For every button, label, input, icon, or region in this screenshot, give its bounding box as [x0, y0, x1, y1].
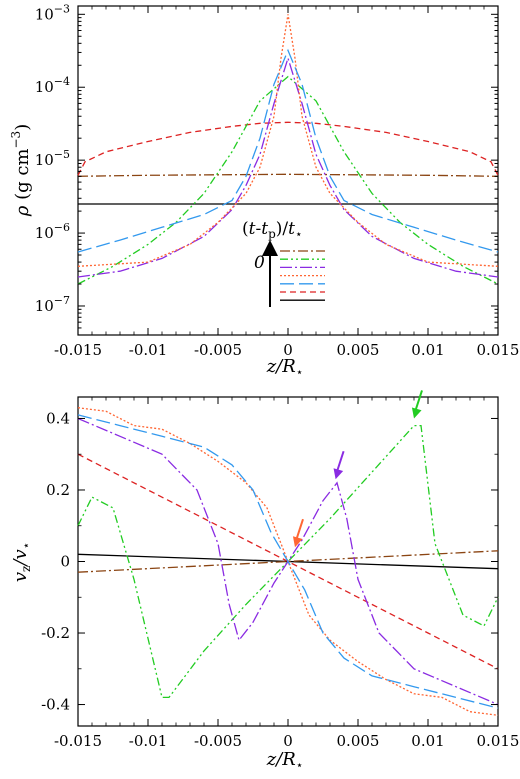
- bottom-xtick-label: 0.01: [411, 732, 444, 750]
- bottom-ylabel-text: vz/v⋆: [10, 542, 33, 582]
- bottom-ytick-label: -0.4: [41, 696, 70, 714]
- top-xtick-label: 0.015: [477, 341, 520, 359]
- legend-arrow-label: 0: [254, 253, 265, 273]
- top-series-orange: [77, 14, 499, 267]
- top-series-blue: [77, 48, 499, 253]
- bottom-ytick-label: 0.4: [46, 409, 70, 427]
- bottom-xtick-label: -0.005: [194, 732, 242, 750]
- bottom-series-brown: [77, 550, 499, 573]
- bottom-panel: -0.015 -0.01 -0.005 0 0.005 0.01 0.015 -0.4-0.…: [10, 390, 519, 772]
- annotation-arrowhead-green: [411, 407, 422, 419]
- top-plot-frame: [77, 5, 499, 336]
- top-xtick-label: -0.005: [194, 341, 242, 359]
- top-panel: -0.015 -0.01 -0.005 0 0.005 0.01 0.015 10−710−…: [9, 2, 519, 379]
- legend-lines: [280, 250, 325, 301]
- top-ylabel-text: ρ (g cm−3): [9, 124, 33, 217]
- bottom-annotation-arrows: [292, 390, 423, 548]
- top-x-ticks: -0.015 -0.01 -0.005 0 0.005 0.01 0.015: [54, 6, 519, 359]
- top-ytick-label: 10−7: [35, 294, 70, 315]
- annotation-arrowhead-purple: [333, 468, 344, 480]
- top-y-ticks: 10−7 10−6 10−5 10−4 10−3: [35, 2, 498, 336]
- top-xtick-label: -0.015: [54, 341, 102, 359]
- bottom-ytick-label: 0.2: [46, 481, 70, 499]
- bottom-xtick-label: -0.015: [54, 732, 102, 750]
- top-ytick-label: 10−5: [35, 148, 70, 169]
- legend-title: (t-tp)/t⋆: [242, 219, 303, 241]
- annotation-arrow-orange: [295, 518, 304, 540]
- top-series-red: [77, 121, 499, 176]
- bottom-xtick-label: 0.015: [477, 732, 520, 750]
- bottom-xtick-label: 0.005: [337, 732, 380, 750]
- bottom-ytick-label: 0: [60, 553, 70, 571]
- bottom-series-orange: [77, 407, 499, 716]
- annotation-arrow-purple: [336, 450, 345, 472]
- bottom-xtick-label: -0.01: [129, 732, 167, 750]
- top-xtick-label: 0.01: [411, 341, 444, 359]
- top-ytick-label: 10−6: [35, 221, 70, 242]
- top-series-green: [77, 75, 499, 285]
- bottom-ytick-label: -0.2: [41, 624, 70, 642]
- top-y-axis-label: ρ (g cm−3): [9, 124, 33, 217]
- top-series-group: [77, 14, 499, 285]
- top-xtick-label: 0: [283, 341, 293, 359]
- top-series-brown: [77, 173, 499, 177]
- top-xtick-label: -0.01: [129, 341, 167, 359]
- legend: (t-tp)/t⋆ 0: [242, 219, 325, 307]
- bottom-series-green: [77, 424, 499, 699]
- bottom-x-axis-label: z/R⋆: [266, 749, 304, 772]
- annotation-arrowhead-orange: [292, 536, 303, 548]
- bottom-x-ticks: -0.015 -0.01 -0.005 0 0.005 0.01 0.015: [54, 397, 519, 750]
- top-xtick-label: 0.005: [337, 341, 380, 359]
- top-series-purple: [77, 56, 499, 278]
- bottom-series-blue: [77, 414, 499, 709]
- top-ytick-label: 10−3: [35, 2, 70, 23]
- bottom-series-group: [77, 407, 499, 716]
- annotation-arrow-green: [414, 390, 423, 411]
- top-x-axis-label: z/R⋆: [266, 356, 304, 379]
- top-ytick-label: 10−4: [35, 75, 70, 96]
- bottom-y-axis-label: vz/v⋆: [10, 542, 33, 582]
- bottom-y-ticks: -0.4 -0.2 0 0.2 0.4: [41, 409, 498, 714]
- bottom-xtick-label: 0: [283, 732, 293, 750]
